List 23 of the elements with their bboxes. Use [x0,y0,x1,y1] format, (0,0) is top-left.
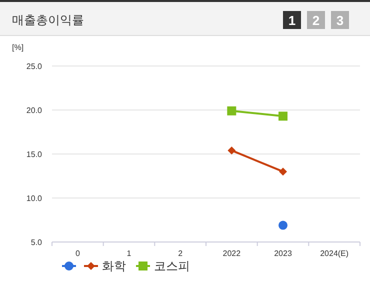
x-tick-label: 0 [75,249,80,258]
text: 2 [312,13,320,28]
text: 3 [336,13,344,28]
x-tick-label: 2024(E) [320,249,349,258]
chart-title: 매출총이익률 [12,13,84,27]
y-tick-label: 20.0 [26,106,43,115]
text: 1 [288,13,296,28]
point [279,168,287,176]
point [278,220,288,230]
y-tick-label: 25.0 [26,62,43,71]
legend-label: 화학 [102,259,126,273]
y-tick-label: 15.0 [26,150,43,159]
x-tick-label: 2 [178,249,184,258]
legend-label: 코스피 [154,259,190,273]
y-tick-label: 5.0 [30,238,43,247]
x-tick-label: 2022 [222,249,242,258]
y-tick-label: 10.0 [26,194,43,203]
x-tick-label: 2023 [274,249,292,258]
point [228,146,236,154]
y-axis-title: [%] [12,43,24,52]
point [278,112,288,121]
x-tick-label: 1 [126,249,132,258]
point [227,106,236,116]
